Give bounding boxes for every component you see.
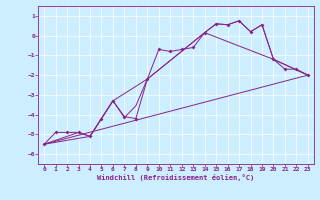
X-axis label: Windchill (Refroidissement éolien,°C): Windchill (Refroidissement éolien,°C)	[97, 174, 255, 181]
